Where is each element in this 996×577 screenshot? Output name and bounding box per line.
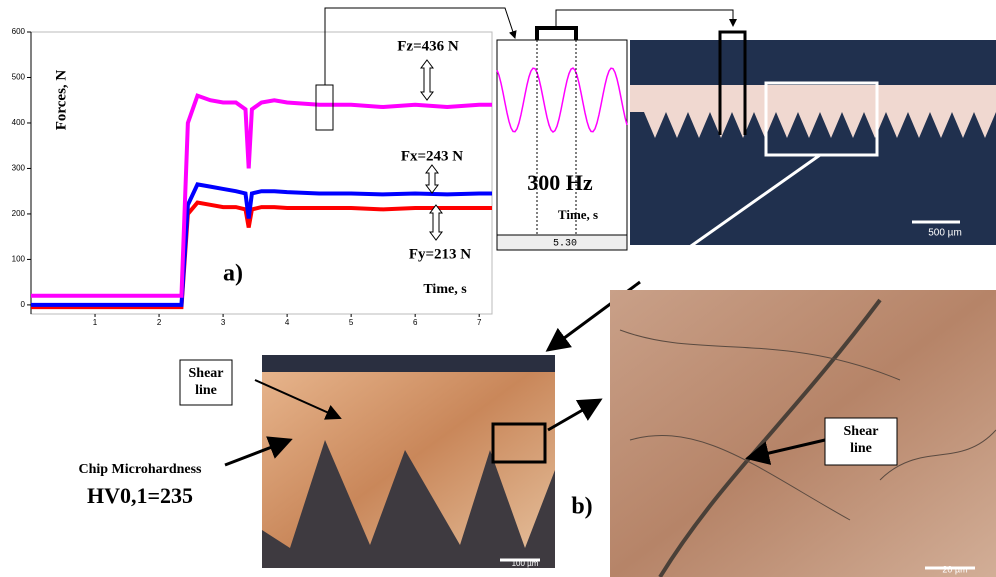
y-tick-label: 300	[12, 164, 26, 173]
x-tick-label: 4	[285, 318, 290, 327]
scale-label: 100 µm	[512, 559, 539, 568]
label: Chip Microhardness	[78, 462, 202, 477]
micrograph-right	[610, 290, 996, 577]
bracket	[537, 28, 576, 40]
inset-frequency: 300 Hz	[527, 170, 593, 195]
label: HV0,1=235	[87, 483, 193, 508]
x-tick-label: 5	[349, 318, 354, 327]
x-label: Time, s	[423, 282, 467, 297]
surface-band	[262, 355, 555, 372]
inset-x-label: Time, s	[558, 207, 598, 222]
annotation: Fz=436 N	[397, 38, 459, 54]
scale-label: 500 µm	[928, 228, 962, 239]
scale-label: 20 µm	[942, 564, 967, 574]
x-tick-label: 3	[221, 318, 226, 327]
connector	[548, 400, 600, 430]
y-tick-label: 0	[21, 300, 26, 309]
micrograph-top	[630, 40, 996, 245]
x-tick-label: 7	[477, 318, 482, 327]
y-label: Forces, N	[53, 70, 69, 131]
annotation: Fy=213 N	[409, 246, 471, 262]
y-tick-label: 200	[12, 209, 26, 218]
x-tick-label: 6	[413, 318, 418, 327]
panel-label: a)	[223, 261, 243, 287]
annotation: Fx=243 N	[401, 148, 463, 164]
y-tick-label: 100	[12, 255, 26, 264]
inset-tick: 5.30	[553, 239, 577, 250]
y-tick-label: 600	[12, 27, 26, 36]
x-tick-label: 1	[93, 318, 98, 327]
panel-label: b)	[571, 494, 592, 520]
figure: 0 100 200 300 400 500 600 1 2 3 4 5 6 7 Forces, N Tim…	[0, 0, 996, 577]
x-tick-label: 2	[157, 318, 162, 327]
page: {"chart_data": {"type": "line", "y_label…	[0, 0, 996, 577]
connector	[556, 10, 733, 28]
plot-area	[31, 32, 492, 314]
y-tick-label: 500	[12, 73, 26, 82]
y-tick-label: 400	[12, 118, 26, 127]
